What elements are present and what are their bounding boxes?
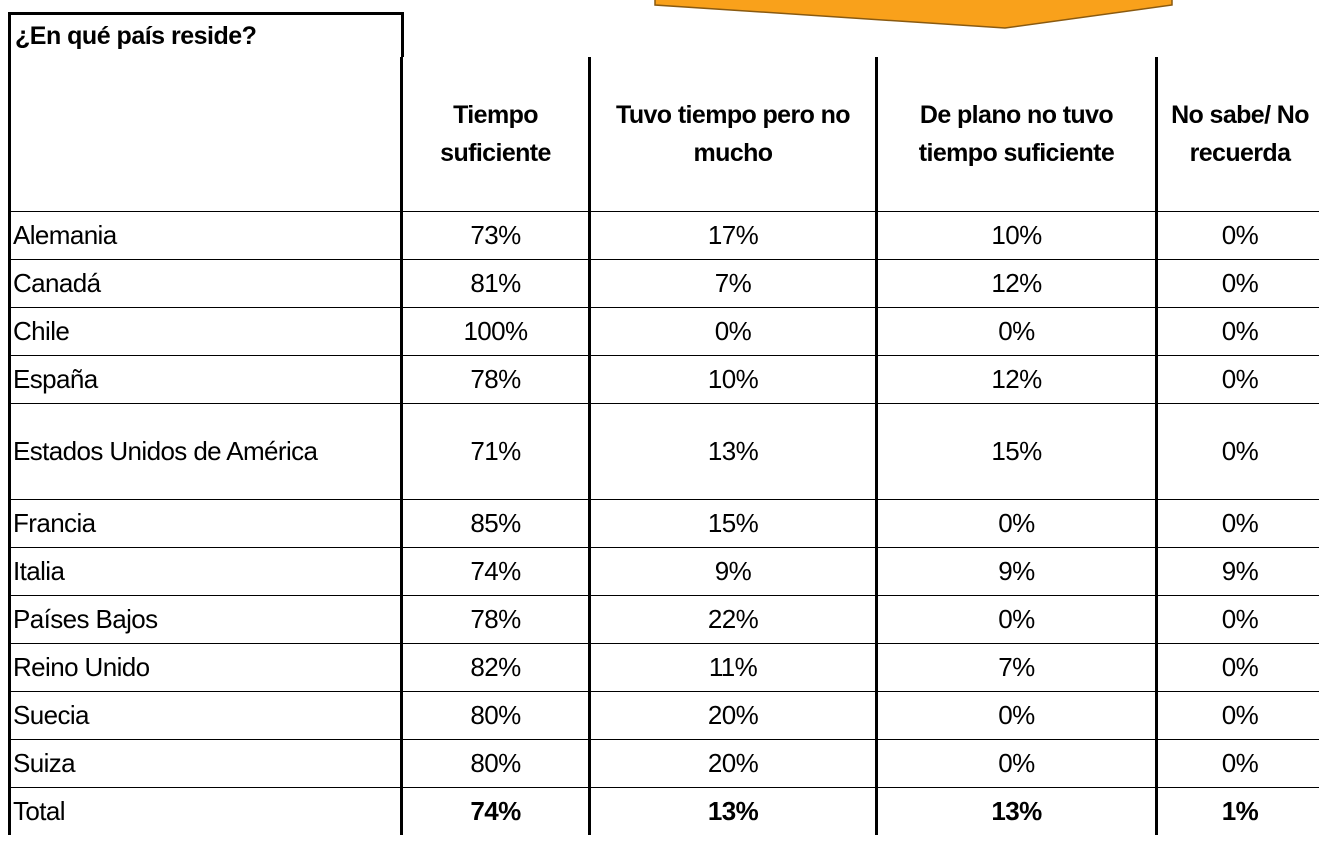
cell-value: 15% bbox=[875, 403, 1158, 500]
cell-value: 13% bbox=[588, 403, 878, 500]
cell-value: 20% bbox=[588, 691, 878, 740]
table-row: Canadá 81% 7% 12% 0% bbox=[8, 259, 1319, 308]
column-header: Tuvo tiempo pero no mucho bbox=[588, 57, 878, 212]
cell-value: 0% bbox=[1155, 307, 1319, 356]
row-label: España bbox=[8, 355, 403, 404]
table-row: Chile 100% 0% 0% 0% bbox=[8, 307, 1319, 356]
cell-value: 20% bbox=[588, 739, 878, 788]
cell-value: 7% bbox=[588, 259, 878, 308]
row-label: Países Bajos bbox=[8, 595, 403, 644]
cell-value: 13% bbox=[875, 787, 1158, 835]
table-row: Países Bajos 78% 22% 0% 0% bbox=[8, 595, 1319, 644]
cell-value: 80% bbox=[400, 739, 591, 788]
cell-value: 10% bbox=[588, 355, 878, 404]
row-label: Canadá bbox=[8, 259, 403, 308]
cell-value: 1% bbox=[1155, 787, 1319, 835]
table-row: Suecia 80% 20% 0% 0% bbox=[8, 691, 1319, 740]
row-label: Suecia bbox=[8, 691, 403, 740]
arrow-shape bbox=[654, 0, 1173, 29]
row-label: Alemania bbox=[8, 211, 403, 260]
table-row: Francia 85% 15% 0% 0% bbox=[8, 499, 1319, 548]
cell-value: 22% bbox=[588, 595, 878, 644]
row-label: Reino Unido bbox=[8, 643, 403, 692]
cell-value: 0% bbox=[875, 499, 1158, 548]
table-row: Estados Unidos de América 71% 13% 15% 0% bbox=[8, 403, 1319, 500]
cell-value: 9% bbox=[875, 547, 1158, 596]
cell-value: 15% bbox=[588, 499, 878, 548]
cell-value: 0% bbox=[875, 739, 1158, 788]
row-label: Suiza bbox=[8, 739, 403, 788]
row-label: Estados Unidos de América bbox=[8, 403, 403, 500]
row-label: Italia bbox=[8, 547, 403, 596]
cell-value: 100% bbox=[400, 307, 591, 356]
cell-value: 0% bbox=[1155, 739, 1319, 788]
table-row: España 78% 10% 12% 0% bbox=[8, 355, 1319, 404]
table-row: Reino Unido 82% 11% 7% 0% bbox=[8, 643, 1319, 692]
cell-value: 12% bbox=[875, 259, 1158, 308]
cell-value: 74% bbox=[400, 547, 591, 596]
column-header: No sabe/ No recuerda bbox=[1155, 57, 1319, 212]
row-label: Francia bbox=[8, 499, 403, 548]
row-label: Total bbox=[8, 787, 403, 835]
cell-value: 0% bbox=[1155, 499, 1319, 548]
table-row: Total 74% 13% 13% 1% bbox=[8, 787, 1319, 835]
table-row: Alemania 73% 17% 10% 0% bbox=[8, 211, 1319, 260]
cell-value: 73% bbox=[400, 211, 591, 260]
cell-value: 0% bbox=[1155, 259, 1319, 308]
column-header: Tiempo suficiente bbox=[400, 57, 591, 212]
cell-value: 7% bbox=[875, 643, 1158, 692]
cell-value: 78% bbox=[400, 355, 591, 404]
cell-value: 82% bbox=[400, 643, 591, 692]
table-row: Italia 74% 9% 9% 9% bbox=[8, 547, 1319, 596]
cell-value: 10% bbox=[875, 211, 1158, 260]
row-label: Chile bbox=[8, 307, 403, 356]
header-row: Tiempo suficiente Tuvo tiempo pero no muc… bbox=[8, 57, 1319, 212]
header-blank bbox=[8, 57, 403, 212]
cell-value: 78% bbox=[400, 595, 591, 644]
table-body: Alemania 73% 17% 10% 0% Canadá 81% 7% 12% 0% Chile… bbox=[8, 211, 1319, 835]
cell-value: 74% bbox=[400, 787, 591, 835]
cell-value: 0% bbox=[875, 691, 1158, 740]
cell-value: 0% bbox=[1155, 595, 1319, 644]
cell-value: 17% bbox=[588, 211, 878, 260]
cell-value: 12% bbox=[875, 355, 1158, 404]
cell-value: 0% bbox=[1155, 691, 1319, 740]
cell-value: 0% bbox=[1155, 355, 1319, 404]
cell-value: 9% bbox=[588, 547, 878, 596]
cell-value: 0% bbox=[1155, 643, 1319, 692]
cell-value: 0% bbox=[1155, 403, 1319, 500]
cell-value: 9% bbox=[1155, 547, 1319, 596]
cell-value: 81% bbox=[400, 259, 591, 308]
table-title: ¿En qué país reside? bbox=[8, 12, 404, 57]
cell-value: 0% bbox=[588, 307, 878, 356]
cell-value: 0% bbox=[875, 307, 1158, 356]
cell-value: 0% bbox=[875, 595, 1158, 644]
cell-value: 80% bbox=[400, 691, 591, 740]
cell-value: 85% bbox=[400, 499, 591, 548]
cell-value: 0% bbox=[1155, 211, 1319, 260]
table-row: Suiza 80% 20% 0% 0% bbox=[8, 739, 1319, 788]
column-header: De plano no tuvo tiempo suficiente bbox=[875, 57, 1158, 212]
data-table: Tiempo suficiente Tuvo tiempo pero no muc… bbox=[8, 57, 1319, 835]
cell-value: 11% bbox=[588, 643, 878, 692]
cell-value: 71% bbox=[400, 403, 591, 500]
cell-value: 13% bbox=[588, 787, 878, 835]
